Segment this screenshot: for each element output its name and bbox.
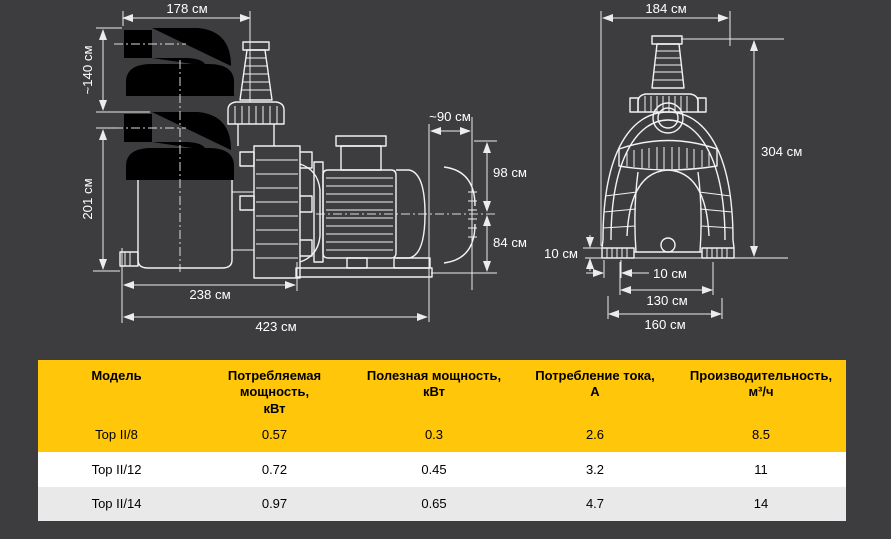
dim-center-top bbox=[474, 140, 497, 212]
dim-label-front-base-outer: 160 см bbox=[644, 317, 685, 332]
dim-label-front-top-width: 184 см bbox=[645, 1, 686, 16]
centerlines-side bbox=[114, 43, 498, 272]
cell-model: Top II/14 bbox=[38, 486, 195, 521]
dim-label-front-total-height: 304 см bbox=[761, 144, 802, 159]
cell-current: 2.6 bbox=[514, 416, 676, 452]
col-header-power-useful: Полезная мощность, кВт bbox=[354, 360, 514, 417]
dim-center-bottom bbox=[431, 215, 497, 274]
dim-height bbox=[93, 127, 120, 272]
dim-label-inlet-spacing: ~140 см bbox=[80, 45, 95, 94]
dim-label-height: 201 см bbox=[80, 178, 95, 219]
dimension-lines bbox=[93, 11, 784, 323]
dim-front-base-outer bbox=[607, 296, 723, 319]
dim-label-total-length: 423 см bbox=[255, 319, 296, 334]
dim-label-front-foot-offset: 10 см bbox=[653, 266, 687, 281]
spec-table-header-row: Модель Потребляемая мощность, кВт Полезн… bbox=[38, 360, 846, 417]
dim-tank-length bbox=[121, 248, 298, 323]
col-header-model: Модель bbox=[38, 360, 195, 417]
cell-power-consumed: 0.57 bbox=[195, 416, 354, 452]
dim-front-base-inner bbox=[619, 262, 714, 295]
pump-front-view bbox=[585, 35, 788, 259]
dim-front-top-width bbox=[600, 11, 731, 246]
dim-label-motor-length: ~90 см bbox=[429, 109, 471, 124]
dim-front-total-height bbox=[681, 38, 784, 257]
dim-front-foot-offset bbox=[586, 260, 649, 278]
table-row-top-ii-14: Top II/14 0.97 0.65 4.7 14 bbox=[38, 486, 846, 521]
cell-current: 3.2 bbox=[514, 451, 676, 487]
col-header-power-consumed: Потребляемая мощность, кВт bbox=[195, 360, 354, 417]
front-discharge-adapter bbox=[629, 35, 707, 113]
cell-power-useful: 0.3 bbox=[354, 416, 514, 452]
inlet-elbow-lower bbox=[124, 112, 234, 180]
front-body bbox=[601, 111, 735, 253]
dim-inlet-width bbox=[122, 11, 251, 102]
cell-power-consumed: 0.72 bbox=[195, 451, 354, 487]
col-header-current: Потребление тока, А bbox=[514, 360, 676, 417]
motor bbox=[295, 135, 433, 278]
pump-casing bbox=[239, 145, 324, 279]
cell-power-consumed: 0.97 bbox=[195, 486, 354, 521]
cell-current: 4.7 bbox=[514, 486, 676, 521]
prefilter-tank bbox=[119, 180, 254, 269]
cell-model: Top II/8 bbox=[38, 416, 195, 452]
table-row-top-ii-12: Top II/12 0.72 0.45 3.2 11 bbox=[38, 451, 846, 487]
dim-motor-length bbox=[428, 117, 473, 322]
front-inlet-port bbox=[652, 102, 684, 134]
inlet-elbow-upper bbox=[124, 28, 234, 96]
spec-table: Модель Потребляемая мощность, кВт Полезн… bbox=[38, 360, 846, 521]
cell-model: Top II/12 bbox=[38, 451, 195, 487]
cell-power-useful: 0.65 bbox=[354, 486, 514, 521]
cell-capacity: 8.5 bbox=[676, 416, 846, 452]
col-header-capacity: Производительность, м³/ч bbox=[676, 360, 846, 417]
dim-inlet-spacing bbox=[96, 27, 150, 113]
dim-label-center-bottom: 84 см bbox=[493, 235, 527, 250]
dim-front-foot-height bbox=[583, 235, 603, 271]
dim-label-inlet-width: 178 см bbox=[166, 1, 207, 16]
dimension-labels: 178 см ~140 см 201 см ~90 см 98 см 84 см… bbox=[80, 1, 802, 334]
cell-capacity: 14 bbox=[676, 486, 846, 521]
pump-side-view bbox=[114, 28, 498, 279]
discharge-adapter bbox=[227, 41, 285, 146]
front-base bbox=[585, 237, 788, 259]
dim-label-front-base-inner: 130 см bbox=[646, 293, 687, 308]
table-row-top-ii-8: Top II/8 0.57 0.3 2.6 8.5 bbox=[38, 416, 846, 452]
dim-label-front-foot-height: 10 см bbox=[544, 246, 578, 261]
dim-label-tank-length: 238 см bbox=[189, 287, 230, 302]
pump-technical-drawing: 178 см ~140 см 201 см ~90 см 98 см 84 см… bbox=[80, 1, 802, 334]
cell-power-useful: 0.45 bbox=[354, 451, 514, 487]
cell-capacity: 11 bbox=[676, 451, 846, 487]
dim-label-center-top: 98 см bbox=[493, 165, 527, 180]
